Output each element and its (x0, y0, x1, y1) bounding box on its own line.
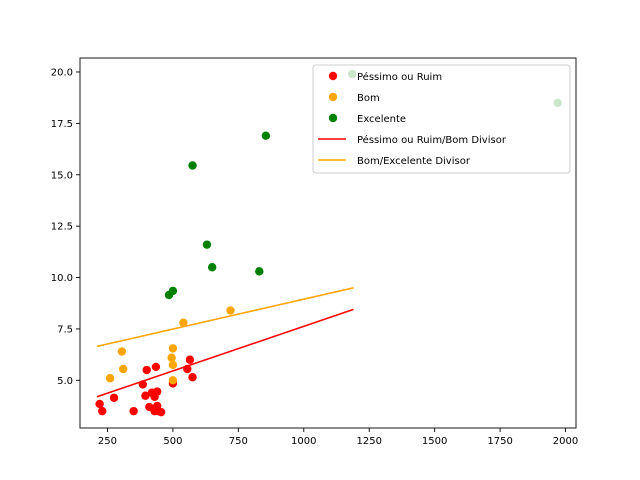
data-point-2-5 (255, 267, 264, 276)
legend-label-4: Bom/Excelente Divisor (357, 156, 471, 167)
data-point-1-5 (168, 360, 178, 370)
legend-marker-0 (328, 71, 338, 81)
divisor-line-4 (96, 287, 354, 348)
data-point-0-5 (141, 391, 150, 400)
y-tick-label: 10.0 (51, 273, 73, 284)
data-point-1-7 (179, 318, 188, 327)
data-point-2-4 (207, 263, 217, 272)
axes: 250 500 750 1000 1250 1500 1750 2000 5.0 7.5 10.0 1… (51, 57, 578, 447)
y-tick-label: 20.0 (51, 68, 73, 79)
legend-label-0: Péssimo ou Ruim (357, 71, 442, 83)
legend-marker-2 (328, 113, 338, 123)
data-point-1-3 (167, 353, 176, 362)
data-point-1-0 (105, 374, 115, 383)
data-point-0-15 (156, 407, 166, 417)
data-point-2-1 (168, 286, 178, 296)
data-point-0-11 (151, 362, 161, 372)
x-tick-label: 500 (163, 436, 182, 447)
legend-label-3: Péssimo ou Ruim/Bom Divisor (357, 134, 507, 146)
plot-area (95, 69, 562, 417)
data-point-0-12 (153, 387, 162, 396)
data-point-1-4 (168, 344, 178, 353)
data-point-2-2 (188, 161, 197, 170)
divisor-line-3 (96, 308, 354, 398)
y-tick-label: 15.0 (51, 170, 73, 181)
x-tick-label: 2000 (553, 436, 578, 447)
legend-label-2: Excelente (357, 114, 406, 125)
data-point-0-1 (98, 406, 107, 416)
data-point-0-19 (188, 373, 197, 382)
data-point-1-2 (118, 364, 128, 374)
data-point-0-3 (129, 406, 138, 416)
data-point-1-6 (168, 376, 178, 385)
data-point-0-2 (109, 393, 119, 402)
data-point-1-8 (226, 306, 235, 315)
x-tick-label: 250 (98, 436, 117, 447)
data-point-1-1 (117, 347, 127, 356)
y-tick-label: 5.0 (57, 376, 73, 387)
x-tick-label: 1250 (356, 436, 381, 447)
data-point-0-18 (185, 355, 195, 364)
legend-marker-1 (328, 92, 338, 102)
data-point-2-6 (261, 131, 271, 140)
x-tick-label: 1500 (422, 436, 447, 447)
axes-frame (79, 57, 577, 429)
y-tick-label: 17.5 (51, 119, 73, 130)
y-tick-label: 12.5 (51, 222, 73, 233)
legend-label-1: Bom (357, 93, 380, 104)
x-tick-label: 750 (229, 436, 248, 447)
data-point-0-0 (95, 399, 104, 409)
legend-box (312, 64, 571, 174)
x-tick-label: 1750 (487, 436, 512, 447)
data-point-0-6 (142, 365, 151, 375)
y-tick-label: 7.5 (57, 325, 73, 336)
legend: Péssimo ou Ruim Bom Excelente Péssimo ou Ru… (312, 64, 571, 174)
x-tick-label: 1000 (291, 436, 316, 447)
data-point-2-3 (202, 240, 212, 249)
